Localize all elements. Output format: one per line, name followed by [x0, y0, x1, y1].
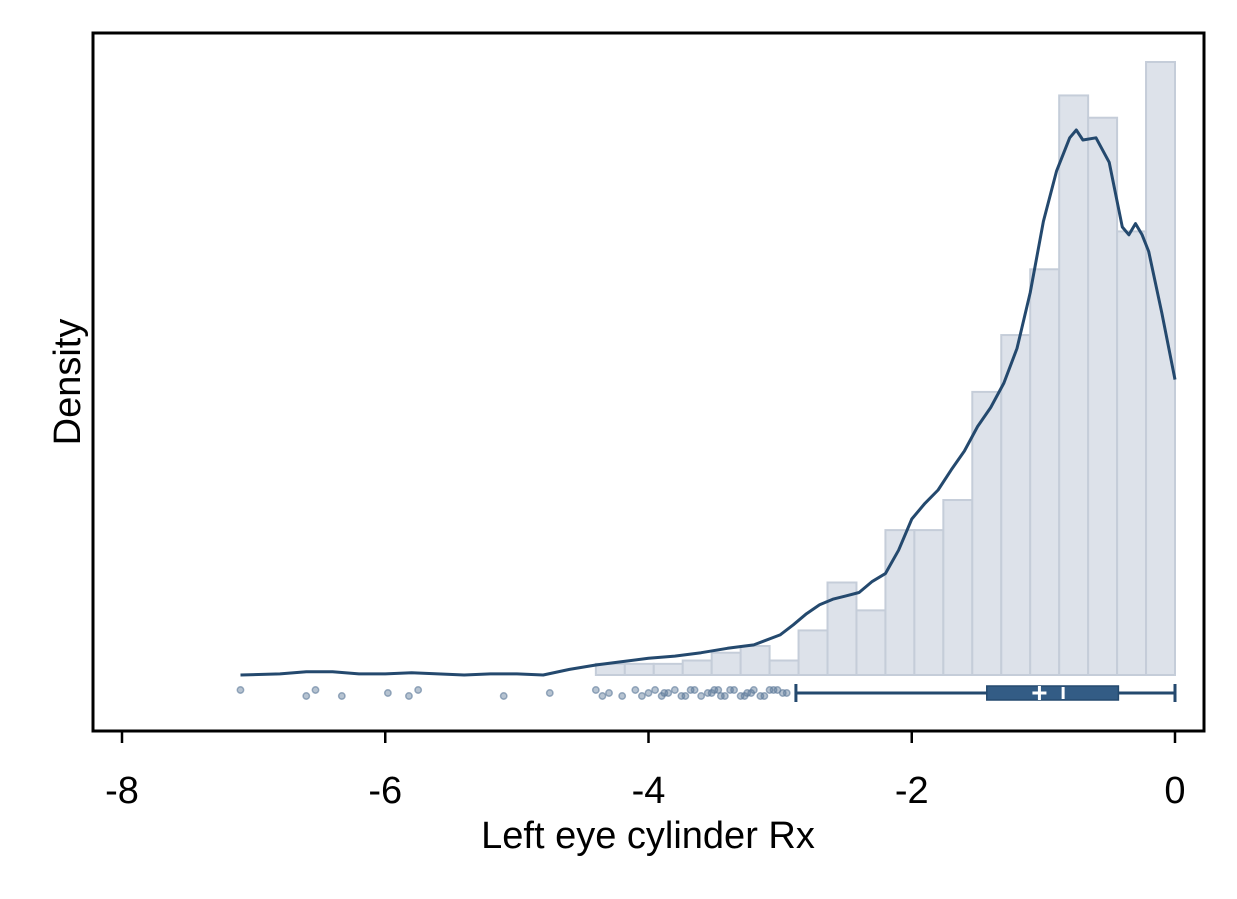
outlier-point	[782, 689, 791, 697]
outlier-point	[690, 686, 699, 694]
outlier-point	[637, 692, 646, 700]
outlier-point	[664, 689, 673, 697]
x-tick-label: -6	[368, 770, 402, 812]
histogram-bar	[1116, 230, 1148, 676]
iqr-box	[986, 685, 1120, 701]
histogram-bar	[681, 659, 713, 677]
outlier-point	[414, 686, 423, 694]
outlier-point	[591, 686, 600, 694]
outlier-point	[651, 686, 660, 694]
histogram-bar	[768, 659, 800, 677]
kde-curve-layer	[240, 128, 1177, 677]
histogram-bar	[942, 499, 974, 676]
outlier-point	[681, 692, 690, 700]
outlier-point	[730, 686, 739, 694]
outlier-point	[302, 692, 311, 700]
outlier-point	[605, 689, 613, 697]
histogram-bar	[623, 662, 655, 677]
outlier-point	[383, 689, 392, 697]
boxplot-layer	[236, 684, 1177, 702]
outlier-point	[760, 692, 769, 700]
kde-density-line	[240, 128, 1177, 677]
histogram-bar	[971, 390, 1003, 676]
outlier-point	[337, 692, 346, 700]
outlier-point	[618, 692, 627, 700]
outlier-point	[545, 689, 554, 697]
outlier-point	[404, 692, 413, 700]
histogram-bar	[884, 529, 916, 676]
histogram-bar	[1029, 268, 1061, 676]
outlier-point	[670, 686, 679, 694]
histogram-bar	[855, 609, 887, 677]
x-tick-label: 0	[1164, 770, 1185, 812]
y-axis-title: Density	[47, 319, 89, 446]
histogram-bar	[913, 529, 945, 676]
outlier-point	[236, 686, 245, 694]
x-tick-label: -2	[895, 770, 929, 812]
outlier-point	[644, 689, 653, 697]
histogram-bar	[710, 651, 742, 677]
outlier-point	[749, 686, 758, 694]
histogram-bar	[1087, 116, 1119, 676]
outlier-point	[598, 692, 607, 700]
x-axis: -8 -6 -4 -2 0	[105, 731, 1186, 812]
histogram-bar	[797, 629, 829, 676]
outlier-point	[631, 686, 640, 694]
histogram-bar	[1000, 334, 1032, 676]
x-axis-title: Left eye cylinder Rx	[481, 815, 815, 857]
histogram-bar	[652, 662, 684, 677]
outlier-point	[697, 692, 706, 700]
histogram-bar	[1058, 94, 1090, 677]
histogram-bar	[1145, 61, 1176, 676]
x-tick-label: -8	[105, 770, 139, 812]
outlier-point	[311, 686, 320, 694]
histogram-bar	[739, 645, 771, 676]
histogram-bars	[594, 61, 1176, 677]
outlier-point	[720, 692, 729, 700]
outlier-point	[499, 692, 508, 700]
x-tick-label: -4	[632, 770, 666, 812]
